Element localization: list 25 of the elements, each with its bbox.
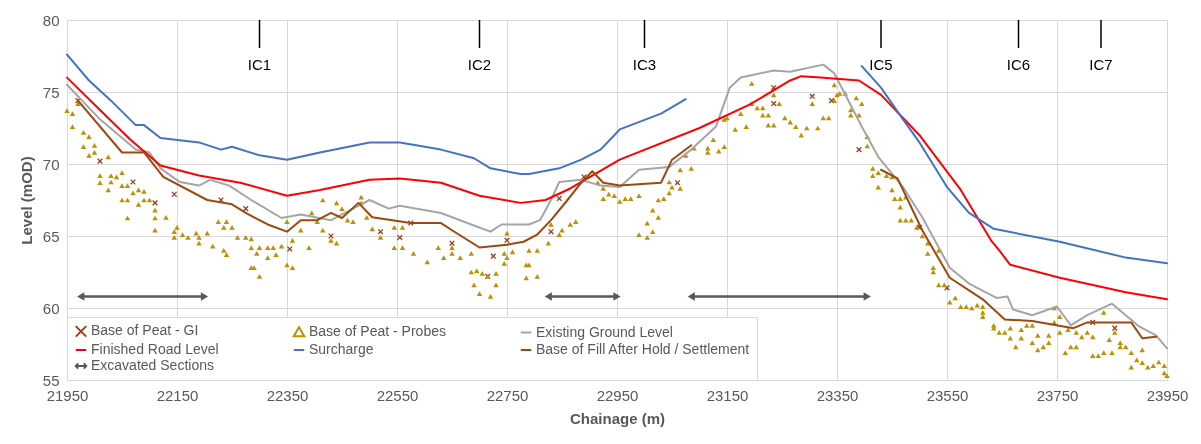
ref-line-label: IC6 — [1006, 56, 1031, 73]
ref-line-label: IC2 — [467, 56, 492, 73]
x-axis-title: Chainage (m) — [569, 409, 666, 427]
x-tick-label: 23150 — [706, 386, 749, 404]
ref-line-label: IC1 — [247, 56, 272, 73]
y-tick-label: 75 — [42, 83, 60, 101]
x-tick-label: 22350 — [266, 386, 309, 404]
y-axis-title: Level (mOD) — [17, 156, 35, 245]
x-tick-label: 21950 — [46, 386, 89, 404]
ref-line-label: IC7 — [1089, 56, 1113, 73]
x-tick-label: 23550 — [926, 386, 969, 404]
y-tick-label: 80 — [42, 11, 60, 29]
ref-line-label: IC3 — [632, 56, 657, 73]
y-tick-label: 60 — [42, 299, 60, 317]
x-tick-label: 22550 — [376, 386, 419, 404]
y-tick-label: 70 — [42, 155, 60, 173]
ref-line-label: IC5 — [869, 56, 893, 73]
x-tick-label: 23350 — [816, 386, 859, 404]
x-tick-label: 22750 — [486, 386, 529, 404]
x-tick-label: 22150 — [156, 386, 199, 404]
y-tick-label: 55 — [42, 371, 60, 389]
x-tick-label: 23950 — [1146, 386, 1189, 404]
x-tick-label: 23750 — [1036, 386, 1079, 404]
y-tick-label: 65 — [42, 227, 60, 245]
x-tick-label: 22950 — [596, 386, 639, 404]
